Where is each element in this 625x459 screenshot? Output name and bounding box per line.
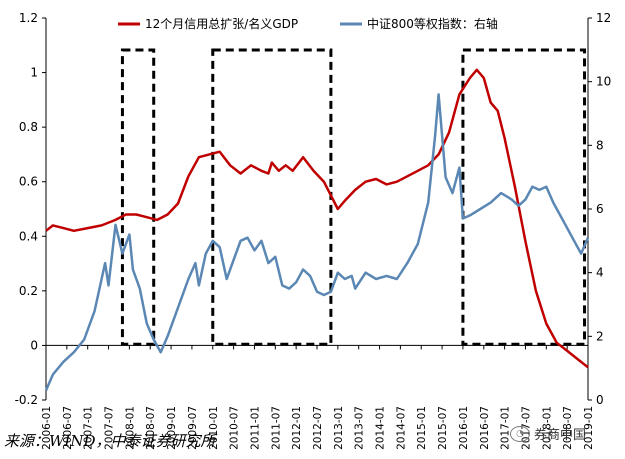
x-tick-label: 2017-01	[500, 406, 512, 450]
x-tick-label: 2006-01	[41, 406, 53, 450]
y-right-tick-label: 0	[596, 393, 604, 407]
y-left-tick-label: 0.6	[19, 175, 38, 189]
y-right-tick-label: 4	[596, 266, 604, 280]
x-tick-label: 2019-01	[583, 406, 595, 450]
source-note: 来源：WIND，中泰证券研究所	[4, 432, 216, 450]
y-left-tick-label: -0.2	[15, 393, 38, 407]
x-tick-label: 2011-07	[270, 406, 282, 450]
y-right-tick-label: 2	[596, 329, 604, 343]
x-tick-label: 2008-01	[124, 406, 136, 450]
x-tick-label: 2010-07	[229, 406, 241, 450]
x-tick-label: 2014-07	[395, 406, 407, 450]
y-left-tick-label: 1.2	[19, 11, 38, 25]
watermark: ◔ 券商中国	[510, 424, 586, 443]
x-tick-label: 2009-01	[166, 406, 178, 450]
x-tick-label: 2016-01	[458, 406, 470, 450]
x-tick-label: 2015-01	[416, 406, 428, 450]
x-tick-label: 2009-07	[187, 406, 199, 450]
legend: 12个月信用总扩张/名义GDP 中证800等权指数：右轴	[118, 16, 498, 31]
credit-expansion-line	[45, 68, 589, 369]
highlight-box	[211, 48, 333, 346]
x-tick-label: 2016-07	[479, 406, 491, 450]
x-tick-label: 2012-07	[312, 406, 324, 450]
csi800-index-line	[44, 93, 590, 391]
x-tick-label: 2018-01	[541, 406, 553, 450]
highlight-boxes	[120, 48, 587, 346]
x-tick-label: 2008-07	[145, 406, 157, 450]
legend-label-csi800: 中证800等权指数：右轴	[367, 16, 498, 31]
y-left-tick-label: 0.4	[19, 229, 38, 243]
y-left-tick-label: 0.8	[19, 120, 38, 134]
x-tick-label: 2006-07	[62, 406, 74, 450]
x-tick-label: 2011-01	[249, 406, 261, 450]
highlight-box	[120, 48, 156, 346]
series-layer	[44, 68, 590, 391]
x-tick-label: 2015-07	[437, 406, 449, 450]
x-tick-label: 2007-01	[83, 406, 95, 450]
x-tick-label: 2012-01	[291, 406, 303, 450]
x-tick-label: 2014-01	[375, 406, 387, 450]
axes-layer: -0.2 0 0.2 0.4 0.6 0.8 1 1.2 0 2 4 6 8 10 12 2006-01 200…	[15, 11, 612, 450]
x-tick-label: 2013-01	[333, 406, 345, 450]
highlight-box	[461, 48, 587, 346]
y-left-tick-label: 0	[30, 338, 38, 352]
y-right-tick-label: 6	[596, 202, 604, 216]
wechat-icon: ◔	[510, 425, 530, 442]
watermark-label: 券商中国	[534, 428, 587, 443]
y-left-tick-label: 1	[30, 66, 38, 80]
x-tick-label: 2018-07	[562, 406, 574, 450]
x-tick-label: 2007-07	[104, 406, 116, 450]
y-right-tick-label: 12	[596, 11, 611, 25]
y-right-tick-label: 10	[596, 75, 611, 89]
y-left-tick-label: 0.2	[19, 284, 38, 298]
x-tick-label: 2013-07	[354, 406, 366, 450]
legend-label-credit: 12个月信用总扩张/名义GDP	[145, 16, 298, 31]
x-tick-label: 2010-01	[208, 406, 220, 450]
y-right-tick-label: 8	[596, 138, 604, 152]
